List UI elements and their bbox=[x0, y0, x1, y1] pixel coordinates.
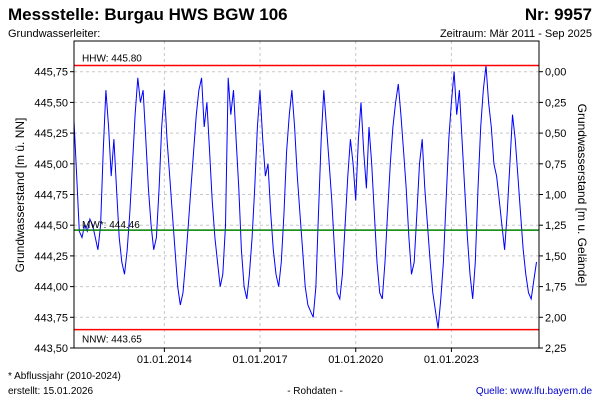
y2-tick-label: 0,25 bbox=[545, 97, 566, 109]
x-tick-label: 01.01.2014 bbox=[137, 354, 192, 366]
reference-label: MW*: 444.46 bbox=[82, 220, 140, 231]
y-tick-label: 443,75 bbox=[34, 312, 68, 324]
y-axis-label: Grundwasserstand [m ü. NN] bbox=[13, 118, 27, 273]
footnote: * Abflussjahr (2010-2024) bbox=[8, 371, 121, 382]
y-tick-label: 443,50 bbox=[34, 343, 68, 355]
y-tick-label: 444,75 bbox=[34, 190, 68, 202]
y2-tick-label: 2,25 bbox=[545, 343, 566, 355]
y2-tick-label: 1,00 bbox=[545, 190, 566, 202]
subtitle: Grundwasserleiter: bbox=[8, 28, 100, 40]
y-tick-label: 444,25 bbox=[34, 251, 68, 263]
y2-tick-label: 0,50 bbox=[545, 128, 566, 140]
y2-tick-label: 0,00 bbox=[545, 67, 566, 79]
y-tick-label: 445,25 bbox=[34, 128, 68, 140]
y-tick-label: 445,00 bbox=[34, 159, 68, 171]
reference-label: HHW: 445.80 bbox=[82, 54, 142, 65]
y-tick-label: 445,50 bbox=[34, 97, 68, 109]
y2-tick-label: 1,75 bbox=[545, 282, 566, 294]
reference-label: NNW: 443.65 bbox=[82, 335, 142, 346]
x-tick-label: 01.01.2017 bbox=[233, 354, 288, 366]
y-tick-label: 444,50 bbox=[34, 220, 68, 232]
plot-frame bbox=[73, 40, 540, 349]
created-date: erstellt: 15.01.2026 bbox=[8, 386, 93, 397]
data-status: - Rohdaten - bbox=[287, 386, 343, 397]
y-tick-label: 445,75 bbox=[34, 67, 68, 79]
source-link[interactable]: Quelle: www.lfu.bayern.de bbox=[476, 386, 593, 397]
y2-tick-label: 0,75 bbox=[545, 159, 566, 171]
x-tick-label: 01.01.2020 bbox=[328, 354, 383, 366]
chart-title: Messstelle: Burgau HWS BGW 106 bbox=[8, 5, 288, 24]
station-number: Nr: 9957 bbox=[525, 5, 592, 24]
period: Zeitraum: Mär 2011 - Sep 2025 bbox=[440, 28, 592, 40]
x-tick-label: 01.01.2023 bbox=[424, 354, 479, 366]
y-tick-label: 444,00 bbox=[34, 282, 68, 294]
y2-tick-label: 2,00 bbox=[545, 312, 566, 324]
water-level-line bbox=[73, 65, 537, 329]
y2-tick-label: 1,25 bbox=[545, 220, 566, 232]
y2-tick-label: 1,50 bbox=[545, 251, 566, 263]
y2-axis-label: Grundwasserstand [m u. Gelände] bbox=[575, 104, 589, 287]
